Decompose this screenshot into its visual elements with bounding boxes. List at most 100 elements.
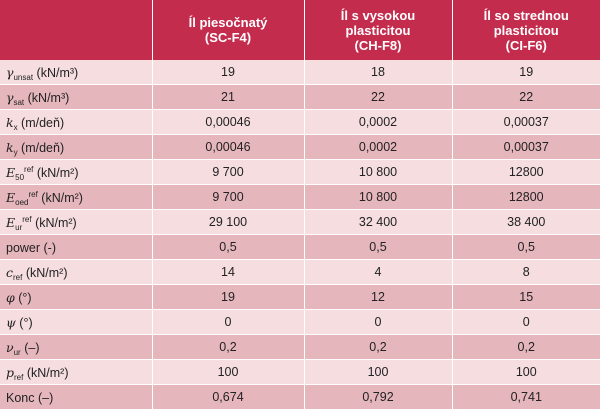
value-cell: 14: [152, 259, 305, 285]
parameter-label: power (-): [0, 234, 153, 260]
parameter-sym: c: [6, 264, 14, 280]
table-header-row: Íl piesočnatý (SC-F4) Íl s vysokou plast…: [0, 0, 600, 60]
parameter-unit: (kN/m²): [33, 165, 79, 180]
parameter-sym: ψ: [6, 314, 16, 330]
parameter-sym: γ: [6, 89, 14, 105]
value-cell: 0: [152, 309, 305, 335]
parameter-unit: (kN/m²): [22, 265, 68, 280]
parameter-label: ψ (°): [0, 309, 153, 335]
table-row: Konc (–) 0,674 0,792 0,741: [0, 384, 600, 410]
parameter-sub: y: [13, 147, 18, 157]
parameter-unit: power (-): [6, 240, 57, 255]
table-row: νur (–) 0,2 0,2 0,2: [0, 334, 600, 360]
table-row: γsat (kN/m³) 21 22 22: [0, 84, 600, 110]
parameter-sym: p: [6, 364, 15, 380]
value-cell: 38 400: [452, 209, 600, 235]
parameter-sym: E: [6, 164, 16, 180]
table-row: pref (kN/m²) 100 100 100: [0, 359, 600, 385]
value-cell: 0,00046: [152, 109, 305, 135]
value-cell: 12: [304, 284, 453, 310]
value-cell: 19: [152, 284, 305, 310]
table-row: Eurref (kN/m²) 29 100 32 400 38 400: [0, 209, 600, 235]
value-cell: 29 100: [152, 209, 305, 235]
parameter-unit: (kN/m²): [23, 365, 69, 380]
parameter-sup: ref: [24, 164, 34, 174]
value-cell: 0,5: [152, 234, 305, 260]
value-cell: 0: [452, 309, 600, 335]
value-cell: 12800: [452, 184, 600, 210]
header-clay-sandy: Íl piesočnatý (SC-F4): [152, 0, 305, 60]
parameter-label: E50ref (kN/m²): [0, 159, 153, 185]
parameter-sym: ν: [6, 339, 14, 355]
table-row: E50ref (kN/m²) 9 700 10 800 12800: [0, 159, 600, 185]
parameter-sub: ref: [14, 372, 24, 382]
parameter-sub: ur: [13, 347, 21, 357]
value-cell: 21: [152, 84, 305, 110]
value-cell: 9 700: [152, 159, 305, 185]
parameter-sub: ref: [13, 272, 23, 282]
parameter-sym: E: [6, 189, 16, 205]
value-cell: 0,674: [152, 384, 305, 410]
parameter-unit: (–): [20, 340, 40, 355]
header-parameter: [0, 0, 153, 60]
parameter-label: γsat (kN/m³): [0, 84, 153, 110]
parameter-label: Eurref (kN/m²): [0, 209, 153, 235]
value-cell: 100: [452, 359, 600, 385]
parameter-sub: 50: [15, 172, 25, 182]
parameter-label: γunsat (kN/m³): [0, 60, 153, 85]
value-cell: 15: [452, 284, 600, 310]
parameter-sym: k: [6, 139, 14, 155]
table-row: ky (m/deň) 0,00046 0,0002 0,00037: [0, 134, 600, 160]
value-cell: 100: [152, 359, 305, 385]
value-cell: 0,2: [304, 334, 453, 360]
parameter-unit: (°): [14, 290, 32, 305]
value-cell: 19: [452, 60, 600, 85]
parameter-sub: unsat: [13, 72, 34, 82]
parameter-sym: k: [6, 114, 14, 130]
parameter-label: ky (m/deň): [0, 134, 153, 160]
parameter-sym: γ: [6, 64, 14, 80]
value-cell: 0,0002: [304, 109, 453, 135]
value-cell: 18: [304, 60, 453, 85]
value-cell: 0,5: [304, 234, 453, 260]
value-cell: 0,00037: [452, 109, 600, 135]
parameter-label: cref (kN/m²): [0, 259, 153, 285]
value-cell: 22: [304, 84, 453, 110]
parameter-sym: φ: [6, 289, 15, 305]
value-cell: 0,2: [152, 334, 305, 360]
parameter-label: kx (m/deň): [0, 109, 153, 135]
value-cell: 22: [452, 84, 600, 110]
value-cell: 10 800: [304, 184, 453, 210]
table-row: ψ (°) 0 0 0: [0, 309, 600, 335]
header-clay-medium-plasticity: Íl so strednou plasticitou (CI-F6): [452, 0, 600, 60]
value-cell: 0,00037: [452, 134, 600, 160]
parameter-sub: ur: [15, 222, 23, 232]
table-row: cref (kN/m²) 14 4 8: [0, 259, 600, 285]
parameter-unit: (°): [15, 315, 33, 330]
value-cell: 9 700: [152, 184, 305, 210]
value-cell: 12800: [452, 159, 600, 185]
parameter-label: Konc (–): [0, 384, 153, 410]
parameter-sub: sat: [13, 97, 25, 107]
value-cell: 0: [304, 309, 453, 335]
value-cell: 0,00046: [152, 134, 305, 160]
value-cell: 0,2: [452, 334, 600, 360]
value-cell: 0,792: [304, 384, 453, 410]
table-row: kx (m/deň) 0,00046 0,0002 0,00037: [0, 109, 600, 135]
parameter-unit: (m/deň): [17, 140, 65, 155]
parameter-label: νur (–): [0, 334, 153, 360]
parameter-label: φ (°): [0, 284, 153, 310]
parameter-sup: ref: [22, 214, 32, 224]
table-row: γunsat (kN/m³) 19 18 19: [0, 60, 600, 85]
table-row: power (-) 0,5 0,5 0,5: [0, 234, 600, 260]
value-cell: 32 400: [304, 209, 453, 235]
parameter-unit: (m/deň): [17, 115, 65, 130]
value-cell: 19: [152, 60, 305, 85]
parameter-sub: oed: [15, 197, 29, 207]
parameter-label: pref (kN/m²): [0, 359, 153, 385]
parameter-sym: E: [6, 214, 16, 230]
parameter-unit: (kN/m³): [33, 65, 79, 80]
value-cell: 4: [304, 259, 453, 285]
parameter-label: Eoedref (kN/m²): [0, 184, 153, 210]
